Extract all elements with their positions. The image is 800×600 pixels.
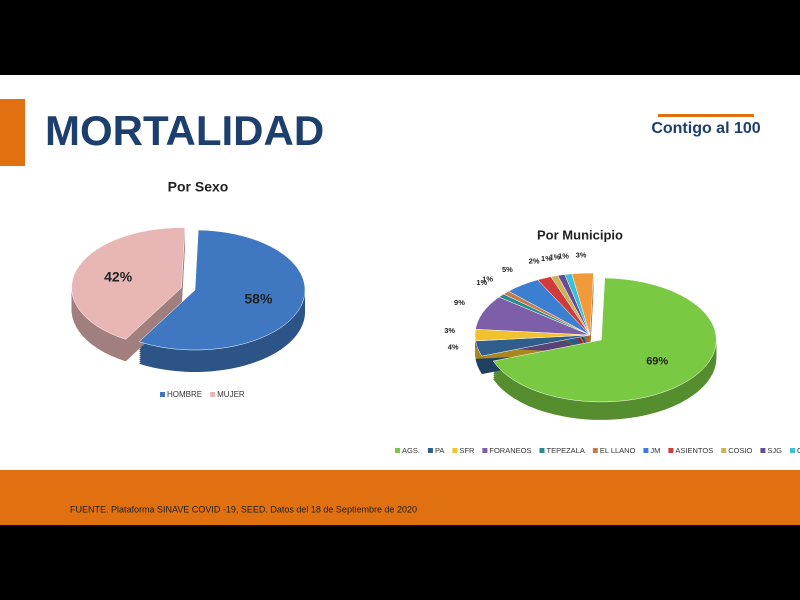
legend-swatch <box>760 448 766 453</box>
data-label: 42% <box>104 268 133 284</box>
legend-swatch <box>592 448 598 453</box>
legend-label: ASIENTOS <box>675 446 713 455</box>
chart-title: Por Municipio <box>537 227 623 242</box>
legend-label: CALVILLO <box>797 446 800 455</box>
legend-label: PA <box>435 446 444 455</box>
legend-label: COSIO <box>728 446 752 455</box>
legend-label: FORANEOS <box>489 446 531 455</box>
legend-label: HOMBRE <box>167 390 202 399</box>
legend-swatch <box>643 448 649 453</box>
logo: Contigo al 100 <box>651 120 760 137</box>
data-label: 69% <box>646 356 668 368</box>
slice <box>138 229 306 351</box>
data-label: 5% <box>502 265 513 274</box>
data-label: 3% <box>444 326 455 335</box>
legend-swatch <box>427 448 433 453</box>
legend-swatch <box>668 448 674 453</box>
legend-swatch <box>539 448 545 453</box>
legend-label: TEPEZALA <box>546 446 584 455</box>
footer-band <box>0 470 800 525</box>
data-label: 9% <box>454 298 465 307</box>
page-title: MORTALIDAD <box>45 107 324 154</box>
legend-swatch <box>721 448 727 453</box>
legend-swatch <box>395 448 400 453</box>
legend-swatch <box>482 448 488 453</box>
slice <box>571 272 594 336</box>
logo-bar <box>658 114 754 117</box>
data-label: 1% <box>558 252 569 261</box>
data-label: 1% <box>541 254 552 263</box>
legend-swatch <box>210 392 216 397</box>
legend-label: AGS. <box>402 446 420 455</box>
legend-label: SFR <box>459 446 475 455</box>
legend-swatch <box>160 392 165 397</box>
chart-title: Por Sexo <box>168 179 229 195</box>
legend-swatch <box>452 448 458 453</box>
slice <box>71 227 186 340</box>
legend-label: SJG <box>767 446 782 455</box>
legend-label: MUJER <box>217 390 245 399</box>
slice <box>492 277 717 403</box>
data-label: 1% <box>476 278 487 287</box>
legend-label: JM <box>650 446 660 455</box>
data-label: 1% <box>482 274 493 283</box>
legend-label: EL LLANO <box>600 446 636 455</box>
data-label: 4% <box>448 343 459 352</box>
data-label: 58% <box>244 291 273 307</box>
legend-swatch <box>789 448 795 453</box>
data-label: 2% <box>529 257 540 266</box>
data-label: 1% <box>549 253 560 262</box>
accent <box>0 99 25 166</box>
source-note: FUENTE. Plataforma SINAVE COVID -19, SEE… <box>70 504 417 514</box>
data-label: 3% <box>576 251 587 260</box>
